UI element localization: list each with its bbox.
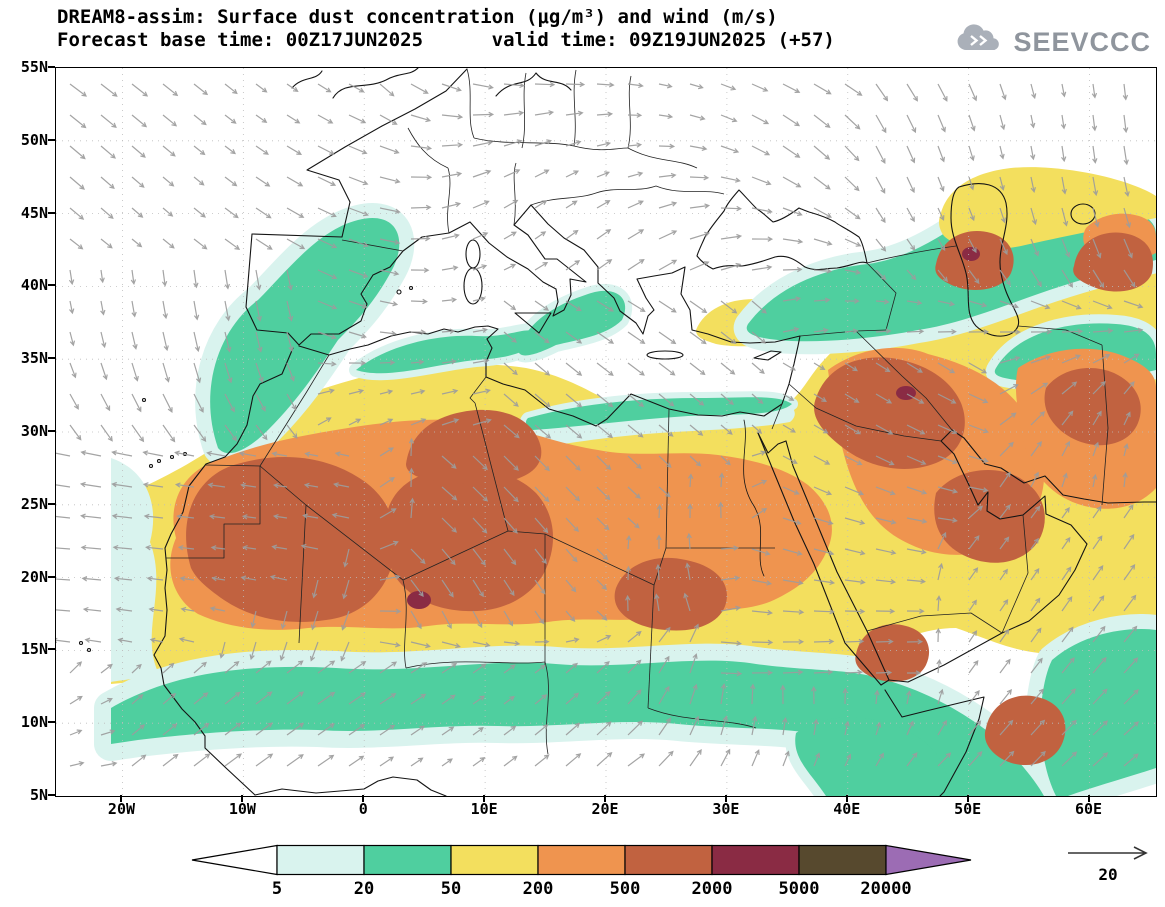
map-subtitle: Forecast base time: 00Z17JUN2025 valid t… — [57, 29, 835, 51]
axis-tick-label-y: 30N — [20, 422, 48, 440]
axis-tick-x — [483, 795, 486, 802]
axis-tick-label-y: 55N — [20, 58, 48, 76]
colorbar-segment — [450, 844, 539, 876]
wind-arrows — [56, 81, 1144, 767]
axis-tick-x — [845, 795, 848, 802]
axis-tick-y — [48, 66, 55, 68]
logo-text: SEEVCCC — [1013, 26, 1151, 57]
colorbar-segment — [624, 844, 713, 876]
colorbar-segment — [798, 844, 887, 876]
axis-tick-label-y: 40N — [20, 276, 48, 295]
cloud-icon — [952, 22, 1006, 62]
axis-tick-y — [48, 211, 55, 214]
coastlines-layer — [78, 68, 1156, 796]
axis-tick-y — [48, 357, 55, 360]
axis-tick-label-y: 35N — [20, 349, 48, 368]
wind-reference-key: 20 — [1068, 846, 1148, 884]
axis-tick-y — [48, 575, 55, 578]
axis-tick-x — [241, 795, 244, 802]
axis-tick-label-x: 60E — [1074, 800, 1103, 818]
colorbar-tick-label: 5 — [271, 879, 283, 899]
axis-tick-label-y: 10N — [20, 713, 48, 732]
axis-tick-label-y: 20N — [20, 567, 48, 586]
colorbar-tick-label: 5000 — [778, 879, 820, 899]
axis-tick-y — [48, 138, 55, 141]
axis-tick-label-y: 15N — [20, 640, 48, 659]
map-plot — [56, 68, 1156, 796]
axis-tick-label-x: 30E — [712, 800, 740, 818]
axis-tick-label-y: 50N — [20, 130, 48, 149]
colorbar-tick-label: 20 — [353, 879, 375, 899]
colorbar-bar — [191, 844, 972, 876]
axis-tick-label-x: 20E — [591, 800, 619, 818]
colorbar-tick-label: 20000 — [860, 879, 912, 899]
axis-tick-x — [724, 795, 727, 802]
colorbar-segment — [537, 844, 626, 876]
colorbar-segment — [711, 844, 800, 876]
wind-reference-value: 20 — [1098, 865, 1117, 884]
colorbar-segment — [276, 844, 365, 876]
colorbar-segment — [363, 844, 452, 876]
axis-tick-label-y: 45N — [20, 203, 48, 222]
axis-tick-x — [1087, 795, 1090, 802]
axis-tick-label-x: 40E — [833, 800, 861, 818]
colorbar-tick-label: 200 — [522, 879, 554, 899]
axis-tick-label-y: 25N — [20, 494, 48, 513]
dust-level-sienna — [186, 231, 1153, 766]
axis-tick-y — [48, 648, 55, 651]
axis-tick-label-x: 10W — [228, 800, 256, 818]
axis-tick-label-x: 20W — [107, 800, 136, 818]
seevccc-logo: SEEVCCC — [952, 22, 1151, 62]
axis-tick-y — [48, 430, 55, 432]
map-frame — [55, 67, 1157, 797]
gridlines-layer — [56, 68, 1156, 796]
axis-tick-x — [362, 795, 365, 802]
axis-tick-label-x: 50E — [954, 800, 982, 818]
wind-vectors-layer — [56, 81, 1144, 767]
colorbar: 5 20 50 200 500 2000 5000 20000 — [189, 844, 975, 906]
borders-layer — [166, 68, 1109, 755]
axis-tick-x — [966, 795, 969, 802]
axis-tick-label-y: 5N — [29, 786, 48, 804]
axis-tick-label-x: 0 — [358, 800, 368, 818]
colorbar-tick-label: 500 — [609, 879, 641, 899]
axis-tick-y — [48, 794, 55, 796]
wind-reference-arrow-icon — [1068, 846, 1148, 860]
axis-tick-y — [48, 284, 55, 287]
axis-tick-x — [120, 795, 123, 802]
axis-tick-y — [48, 721, 55, 724]
map-title: DREAM8-assim: Surface dust concentration… — [57, 6, 778, 28]
axis-tick-label-x: 10E — [470, 800, 498, 818]
colorbar-segment — [885, 844, 972, 876]
colorbar-tick-label: 50 — [440, 879, 462, 899]
colorbar-segment — [191, 844, 278, 876]
colorbar-tick-label: 2000 — [691, 879, 733, 899]
axis-tick-y — [48, 502, 55, 505]
axis-tick-x — [604, 795, 606, 802]
dust-concentration-layer — [111, 167, 1156, 796]
